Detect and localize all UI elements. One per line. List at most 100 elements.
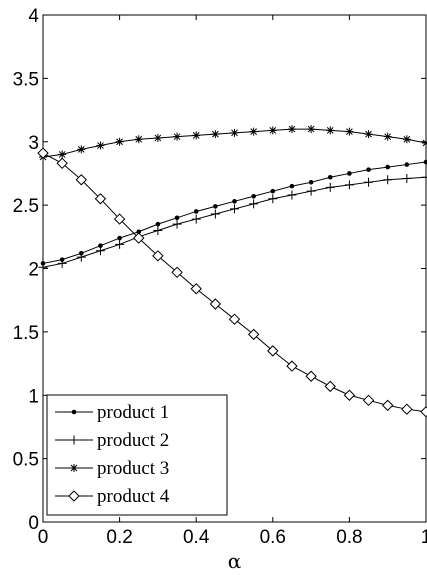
data-point-product-4 [305, 370, 317, 382]
y-tick-label: 3 [28, 133, 39, 154]
data-point-product-4 [152, 250, 164, 262]
data-point-product-4 [190, 283, 202, 295]
marker-dot [251, 193, 256, 199]
marker-dot [385, 164, 391, 170]
data-point-product-1 [136, 229, 142, 235]
marker-plus [69, 435, 79, 445]
data-point-product-3 [211, 130, 220, 139]
marker-plus [268, 194, 278, 204]
marker-diamond [286, 360, 298, 372]
marker-diamond [190, 283, 202, 295]
data-point-product-1 [174, 215, 180, 221]
marker-dot [423, 159, 427, 165]
marker-star [268, 126, 277, 135]
data-point-product-2 [191, 214, 201, 224]
marker-diamond [171, 266, 183, 279]
marker-dot [71, 409, 77, 415]
data-point-product-4 [401, 403, 413, 415]
marker-plus [57, 258, 67, 268]
data-point-product-4 [381, 399, 394, 412]
data-point-product-4 [94, 193, 107, 205]
marker-plus [153, 225, 163, 235]
data-point-product-2 [249, 199, 259, 209]
data-point-product-3 [58, 150, 67, 159]
data-point-product-3 [364, 130, 373, 139]
data-point-product-1 [423, 159, 427, 165]
marker-dot [193, 209, 199, 214]
marker-plus [249, 199, 259, 209]
data-point-product-1 [308, 180, 314, 185]
marker-star [422, 139, 427, 148]
data-point-product-3 [402, 135, 411, 144]
marker-plus [364, 177, 374, 187]
data-point-product-3 [249, 127, 258, 136]
data-point-product-4 [113, 213, 126, 225]
data-point-product-2 [57, 258, 67, 268]
marker-dot [117, 235, 122, 241]
y-tick-label: 2.5 [13, 196, 39, 217]
data-point-product-2 [38, 262, 48, 272]
marker-star [249, 127, 258, 136]
marker-plus [325, 182, 335, 192]
marker-plus [172, 219, 182, 229]
x-tick-label: 0.2 [106, 527, 132, 548]
marker-diamond [56, 157, 68, 170]
data-point-product-1 [251, 193, 256, 199]
marker-dot [404, 162, 410, 167]
legend: product 1 product 2 product 3 product 4 [46, 394, 228, 516]
x-tick-label: 1 [421, 527, 427, 548]
marker-plus [115, 239, 125, 249]
marker-plus [191, 214, 201, 224]
marker-star [192, 131, 201, 140]
marker-plus [210, 209, 220, 219]
legend-label-product-1: product 1 [97, 402, 169, 423]
data-point-product-1 [232, 199, 237, 204]
marker-plus [383, 175, 393, 185]
data-point-product-1 [117, 235, 122, 241]
marker-diamond [420, 406, 427, 418]
data-point-product-2 [383, 175, 393, 185]
data-point-product-3 [326, 126, 335, 135]
marker-diamond [152, 250, 164, 262]
marker-star [77, 145, 86, 154]
data-point-product-2 [287, 190, 297, 200]
marker-star [383, 132, 392, 141]
y-tick-label: 3.5 [13, 69, 39, 90]
data-point-product-3 [422, 139, 427, 148]
marker-dot [289, 183, 295, 189]
marker-dot [270, 188, 276, 194]
data-point-product-1 [193, 209, 199, 214]
marker-diamond [68, 490, 80, 502]
legend-label-product-3: product 3 [97, 458, 169, 479]
legend-marker-product-3 [70, 464, 78, 472]
data-point-product-4 [286, 360, 298, 372]
series-layer [37, 125, 427, 418]
data-point-product-3 [96, 141, 105, 150]
data-point-product-2 [325, 182, 335, 192]
data-point-product-2 [95, 246, 105, 256]
x-tick-label: 0.4 [183, 527, 210, 548]
data-point-product-2 [76, 252, 86, 262]
series-product-4 [37, 147, 427, 418]
data-point-product-2 [172, 219, 182, 229]
y-tick-label: 4 [28, 6, 39, 27]
marker-diamond [343, 389, 356, 401]
data-point-product-2 [210, 209, 220, 219]
data-point-product-3 [173, 132, 182, 141]
legend-marker-product-4 [68, 490, 80, 502]
legend-label-product-4: product 4 [97, 486, 170, 507]
data-point-product-4 [247, 328, 260, 341]
x-tick-label: 0.8 [336, 527, 362, 548]
marker-plus [76, 252, 86, 262]
marker-dot [174, 215, 180, 221]
marker-star [307, 125, 316, 134]
marker-star [211, 130, 220, 139]
marker-star [345, 127, 354, 136]
marker-diamond [381, 399, 394, 412]
data-point-product-1 [270, 188, 276, 194]
marker-star [402, 135, 411, 144]
x-tick-label: 0 [38, 527, 49, 548]
marker-diamond [94, 193, 107, 205]
tick-labels: 0 0.2 0.4 0.6 0.8 1 0 0.5 1 1.5 2 2.5 3 3.5 4 [13, 6, 427, 548]
